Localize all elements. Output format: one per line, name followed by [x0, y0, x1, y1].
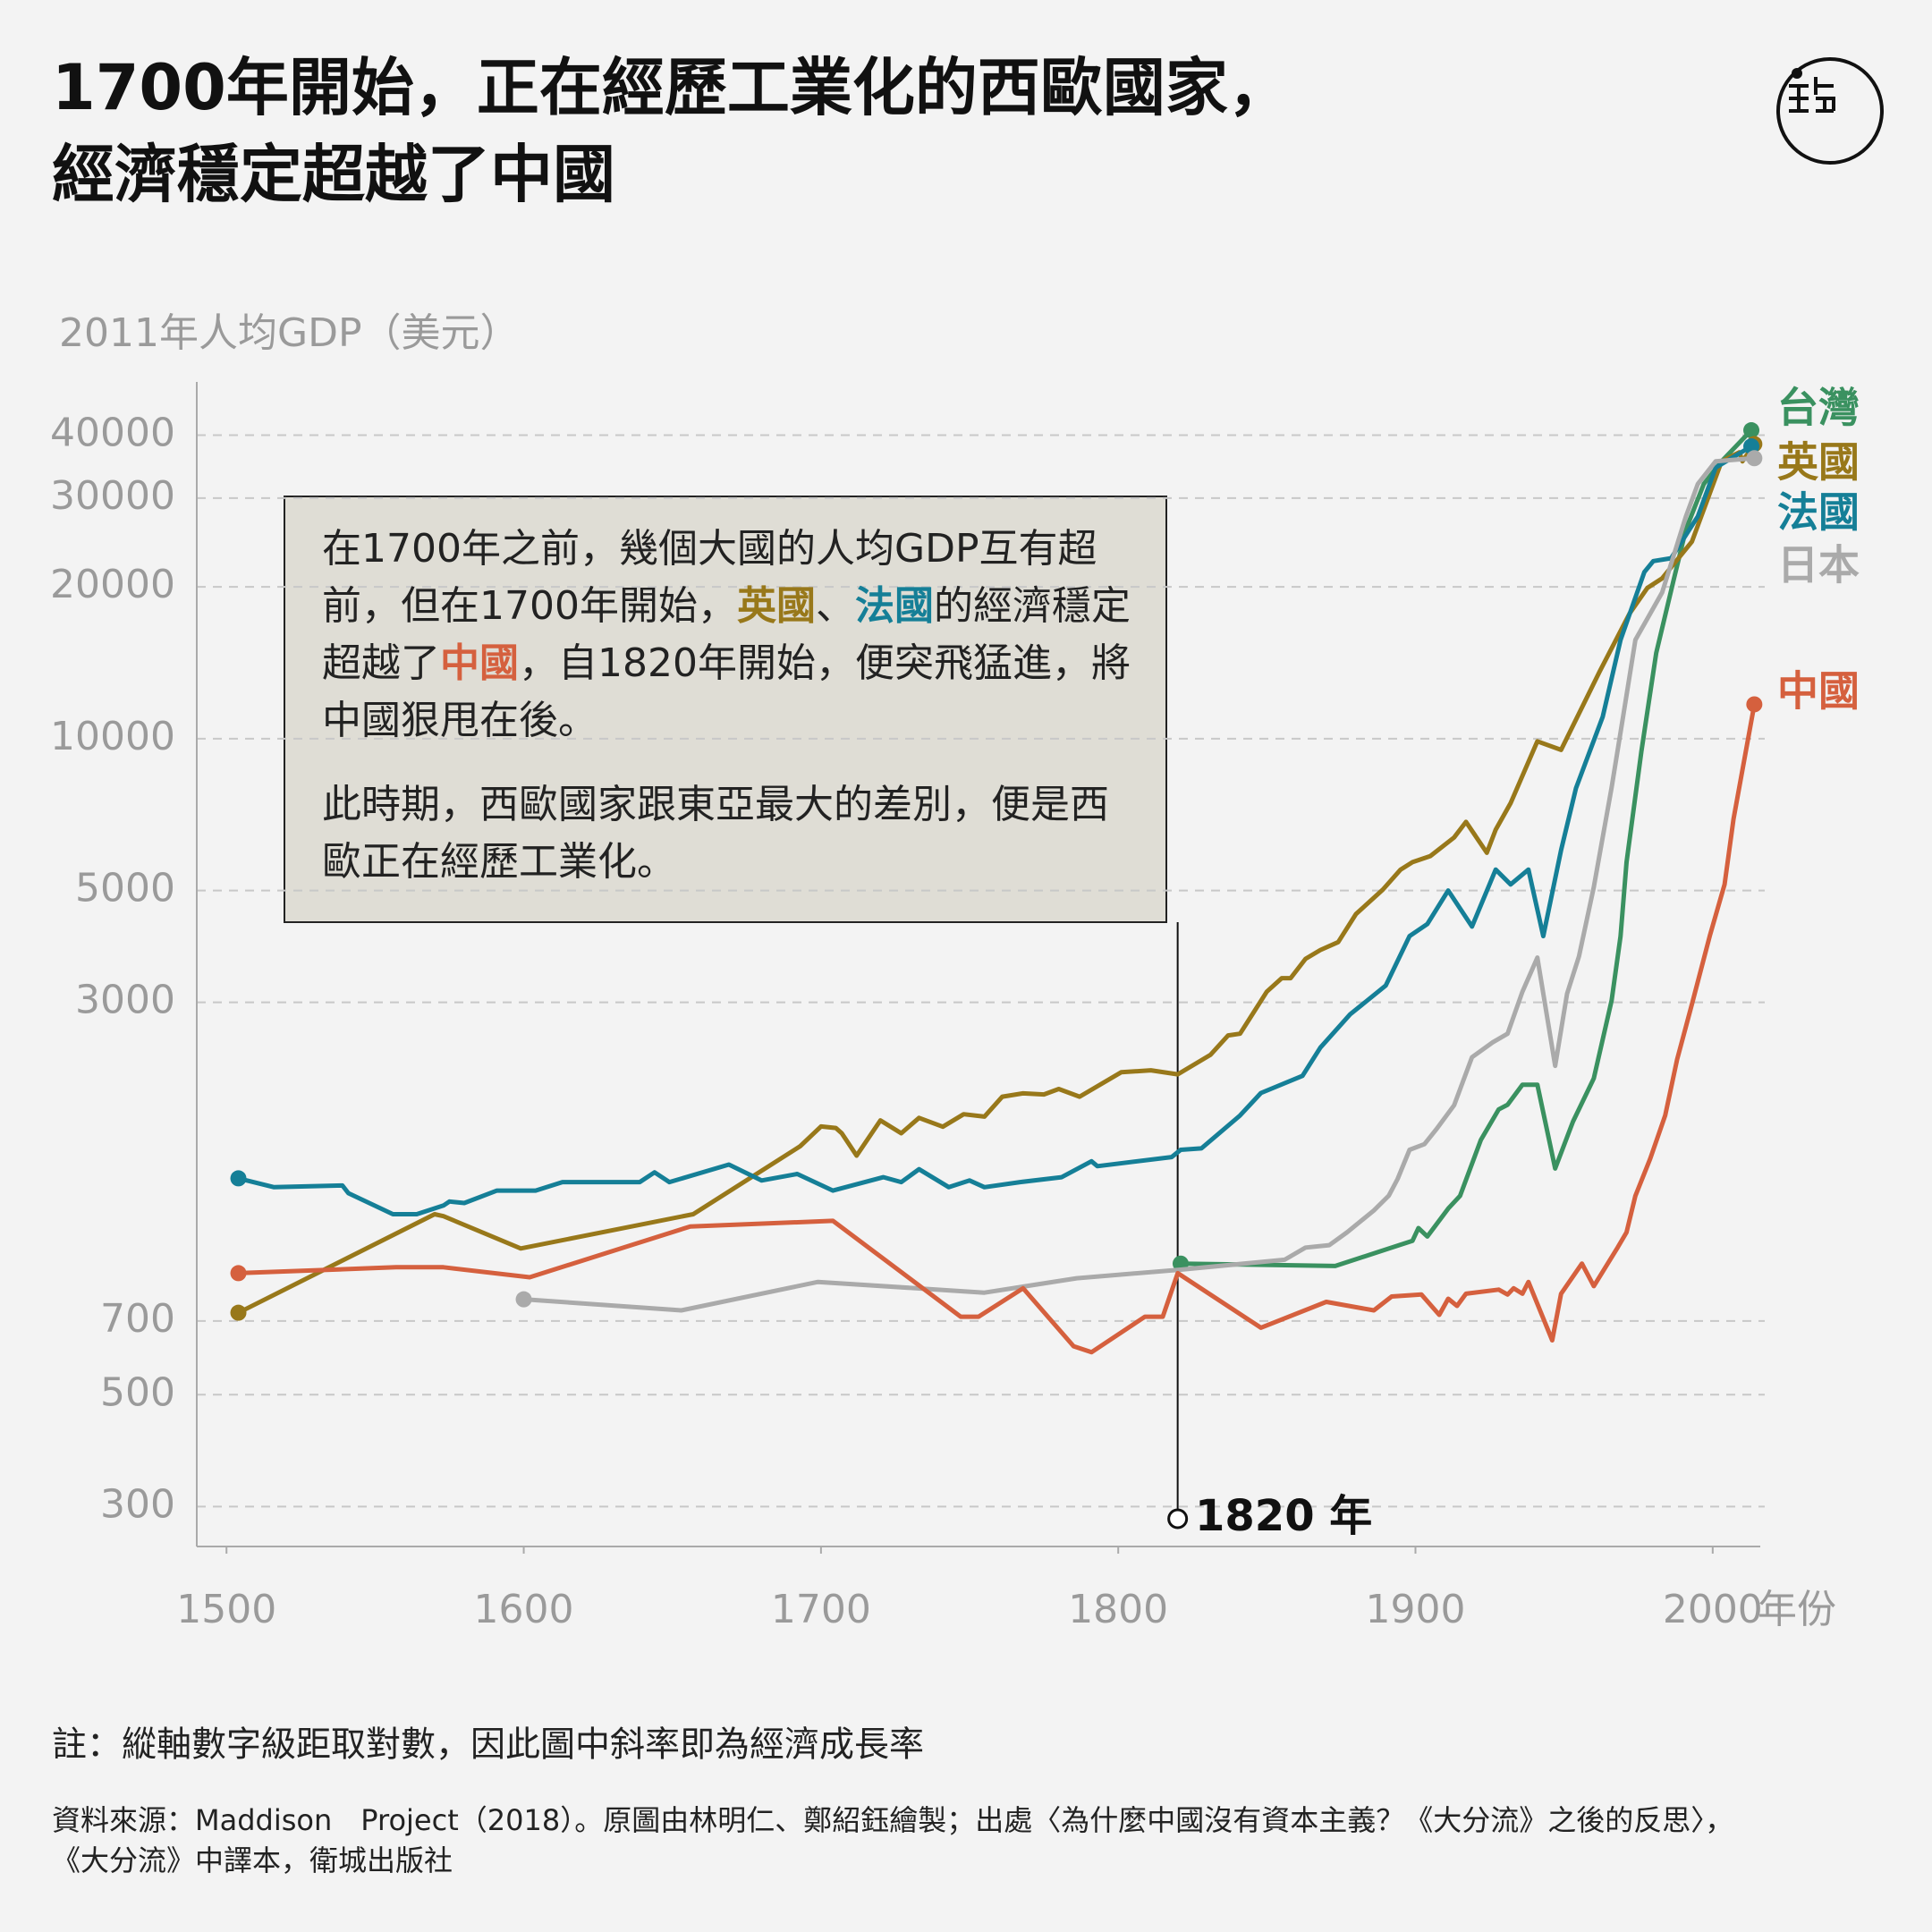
end-dot — [1746, 450, 1763, 467]
annotation-span: ，自1820年開始，便突飛猛進，將中國狠甩在後。 — [322, 640, 1131, 743]
x-axis-label: 年份 — [1758, 1587, 1836, 1632]
annotation-text: 在1700年之前，幾個大國的人均GDP互有超前，但在1700年開始，英國、法國的… — [322, 521, 1136, 918]
legend-label: 台灣 — [1777, 384, 1860, 432]
marker-label: 1820 年 — [1195, 1491, 1372, 1541]
chart-title: 1700年開始，正在經歷工業化的西歐國家， — [52, 51, 1291, 124]
x-tick-label: 2000 — [1663, 1587, 1763, 1632]
y-tick-label: 700 — [100, 1296, 175, 1342]
legend-label: 法國 — [1777, 488, 1860, 537]
marker-dot — [1167, 1508, 1189, 1530]
annotation-span: 法國 — [854, 583, 934, 629]
x-tick-label: 1700 — [771, 1587, 871, 1632]
y-tick-label: 20000 — [50, 562, 175, 607]
annotation-paragraph: 在1700年之前，幾個大國的人均GDP互有超前，但在1700年開始，英國、法國的… — [322, 521, 1136, 750]
end-dot — [230, 1265, 247, 1282]
annotation-span: 英國 — [736, 583, 816, 629]
source: 資料來源：Maddison Project（2018）。原圖由林明仁、鄭紹鈺繪製… — [52, 1803, 1733, 1837]
series-line — [237, 444, 1753, 1216]
annotation-span: 在1700年之前，幾個大國的人均GDP互有超前，但在1700年開始， — [322, 526, 1097, 629]
x-tick-label: 1900 — [1366, 1587, 1466, 1632]
y-tick-label: 5000 — [75, 866, 175, 911]
annotation-span: 的經濟穩定超越了 — [322, 583, 1131, 686]
x-tick-label: 1800 — [1068, 1587, 1168, 1632]
series-line — [237, 443, 1757, 1315]
series-line — [238, 703, 1757, 1355]
chart-title: 經濟穩定超越了中國 — [52, 138, 615, 211]
y-tick-label: 10000 — [50, 714, 175, 759]
end-dot — [230, 1170, 247, 1187]
series-line — [1180, 428, 1753, 1268]
annotation-span: 中國 — [440, 640, 519, 686]
annotation-span: 此時期，西歐國家跟東亞最大的差別，便是西歐正在經歷工業化。 — [322, 782, 1109, 885]
x-tick-label: 1600 — [474, 1587, 574, 1632]
y-tick-label: 500 — [100, 1369, 175, 1415]
y-tick-label: 3000 — [75, 978, 175, 1023]
annotation-paragraph: 此時期，西歐國家跟東亞最大的差別，便是西歐正在經歷工業化。 — [322, 776, 1136, 891]
legend-label: 中國 — [1777, 667, 1860, 716]
logo — [1776, 57, 1884, 165]
end-dot — [1743, 422, 1760, 439]
series-line — [523, 455, 1755, 1313]
annotation-span: 、 — [815, 583, 855, 629]
annotation-box — [284, 496, 1167, 923]
source: 《大分流》中譯本，衛城出版社 — [52, 1843, 453, 1877]
end-dot — [515, 1291, 532, 1308]
legend-label: 日本 — [1777, 541, 1860, 589]
y-axis-label: 2011年人均GDP（美元） — [59, 310, 520, 356]
x-tick-label: 1500 — [176, 1587, 276, 1632]
legend-label: 英國 — [1777, 438, 1860, 487]
end-dot — [1746, 696, 1763, 713]
y-tick-label: 40000 — [50, 410, 175, 455]
y-tick-label: 30000 — [50, 473, 175, 519]
end-dot — [230, 1304, 247, 1321]
footnote: 註：縱軸數字級距取對數，因此圖中斜率即為經濟成長率 — [52, 1725, 924, 1766]
y-tick-label: 300 — [100, 1481, 175, 1527]
